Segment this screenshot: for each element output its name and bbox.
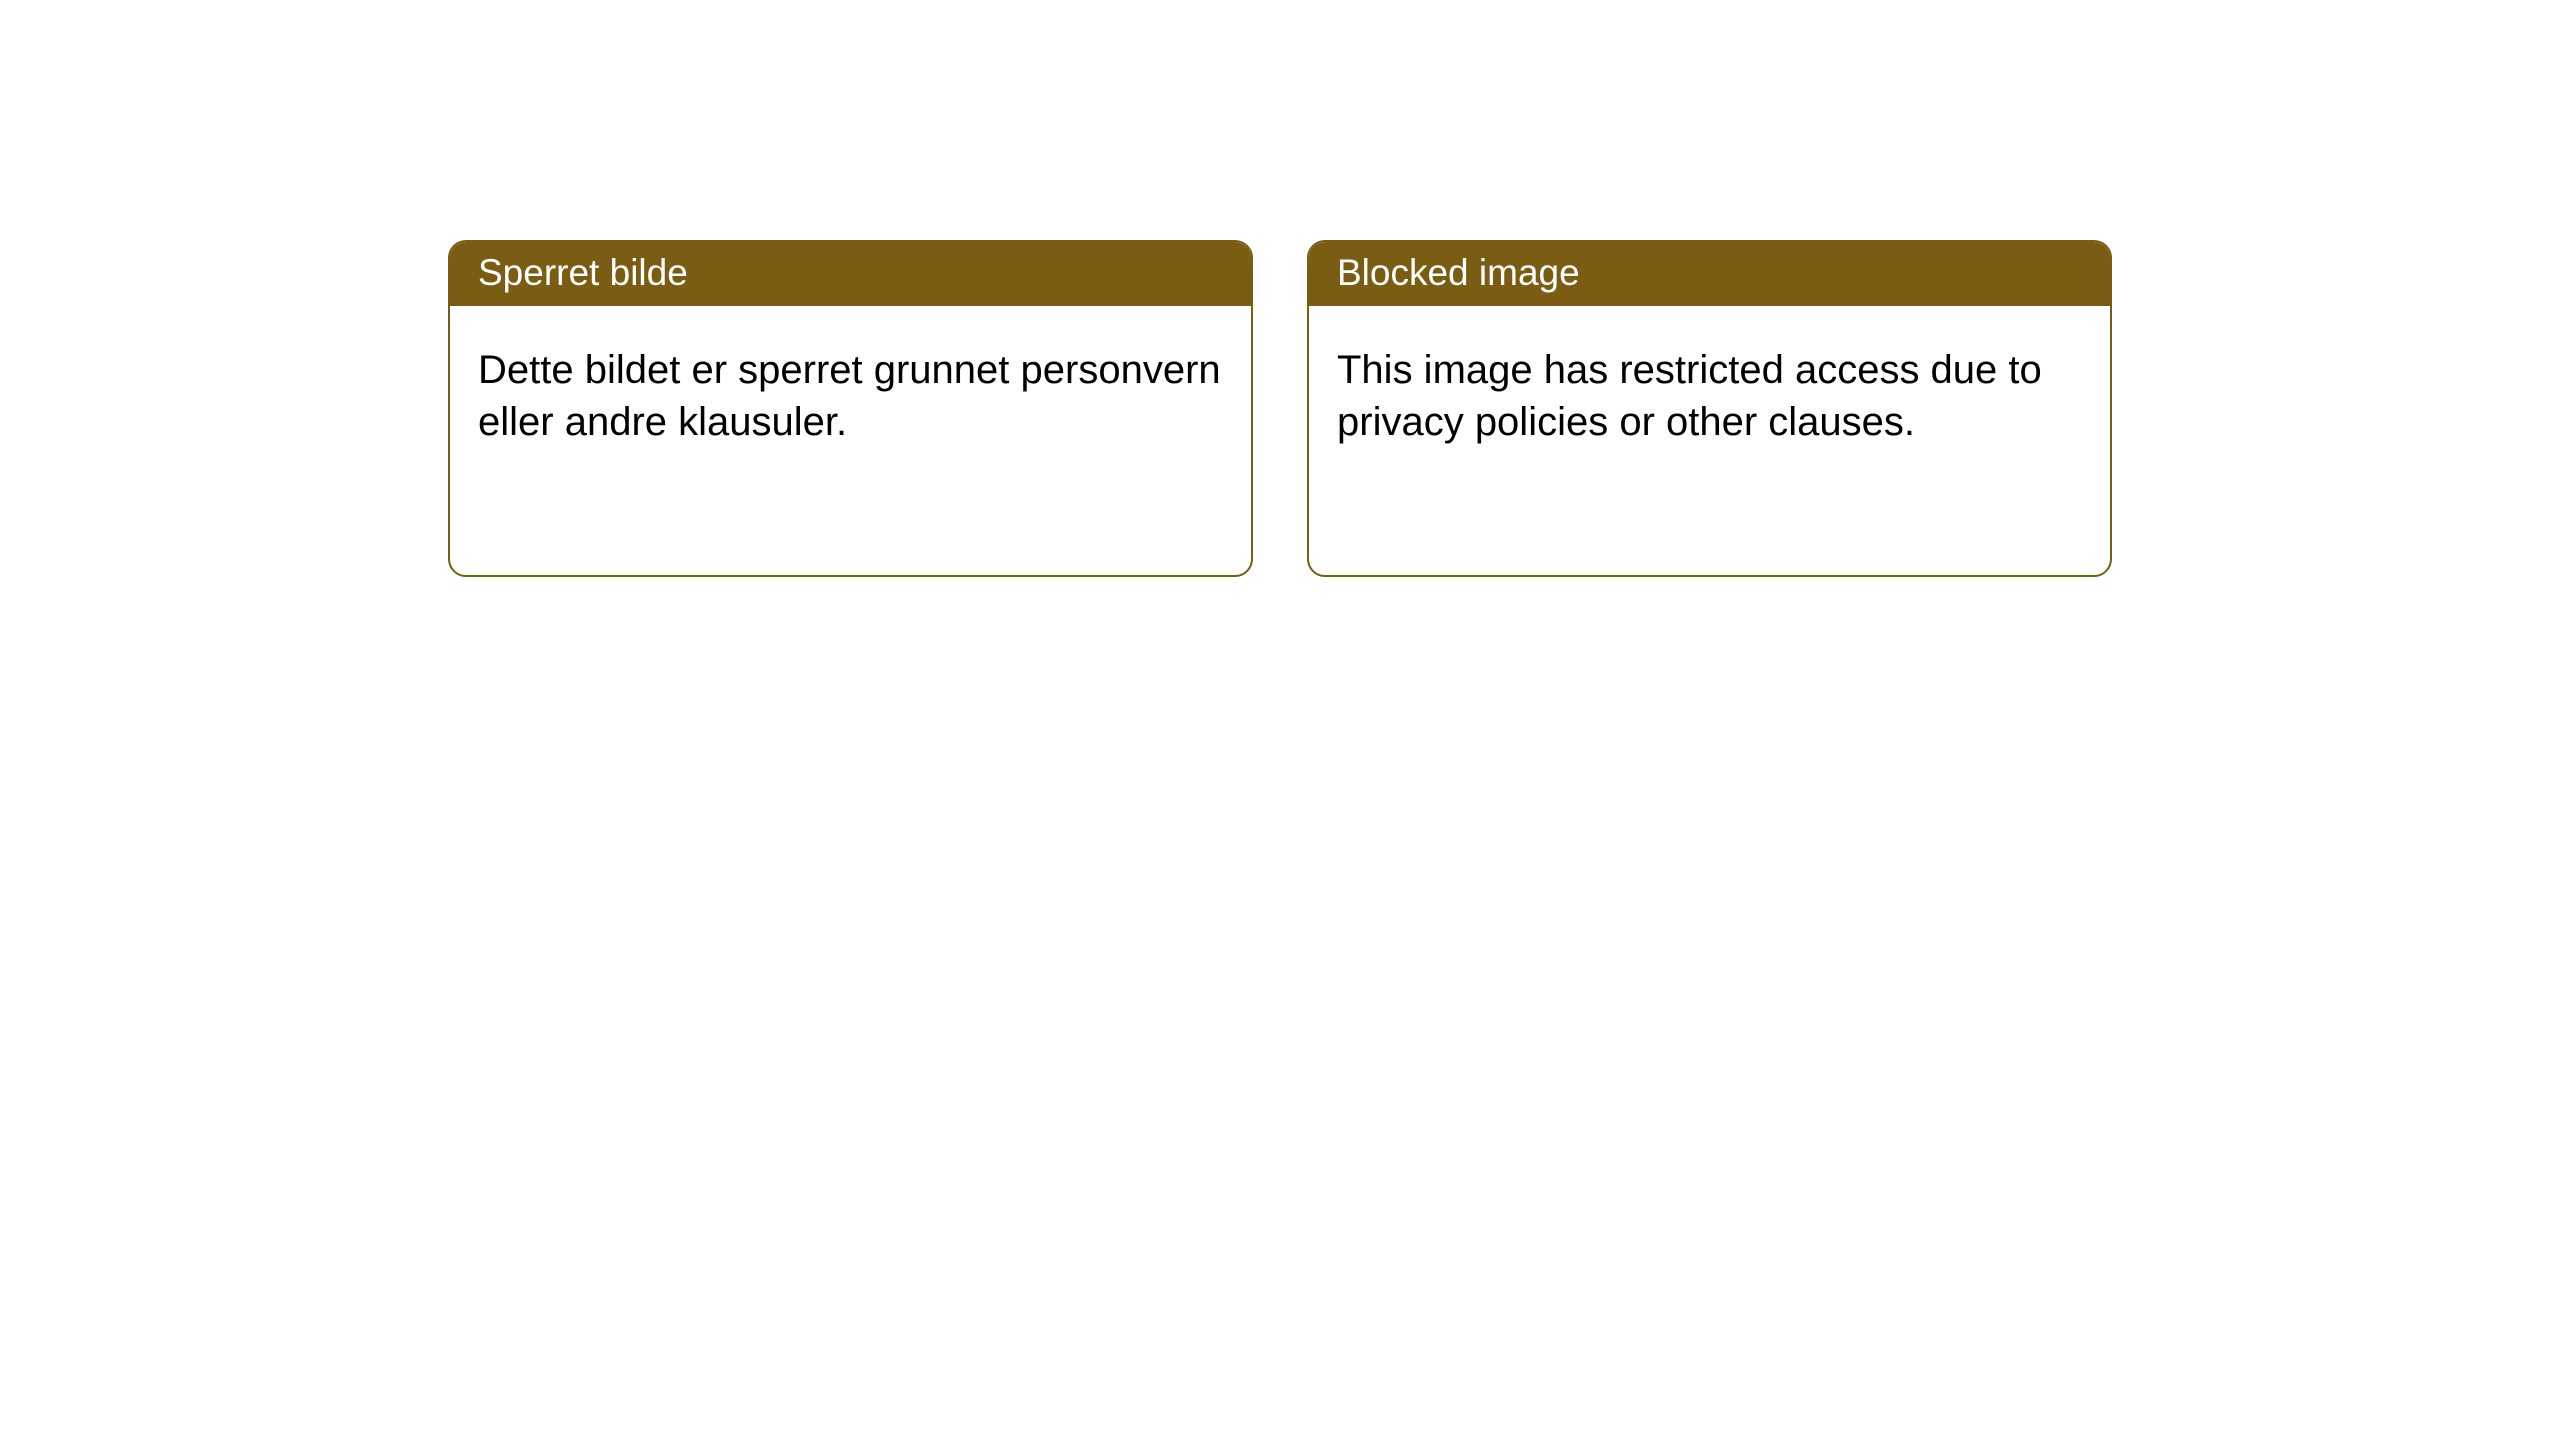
notice-container: Sperret bilde Dette bildet er sperret gr…	[0, 0, 2560, 577]
notice-card-english: Blocked image This image has restricted …	[1307, 240, 2112, 577]
notice-card-norwegian: Sperret bilde Dette bildet er sperret gr…	[448, 240, 1253, 577]
notice-header: Blocked image	[1309, 242, 2110, 306]
notice-header: Sperret bilde	[450, 242, 1251, 306]
notice-body: Dette bildet er sperret grunnet personve…	[450, 306, 1251, 476]
notice-body: This image has restricted access due to …	[1309, 306, 2110, 476]
